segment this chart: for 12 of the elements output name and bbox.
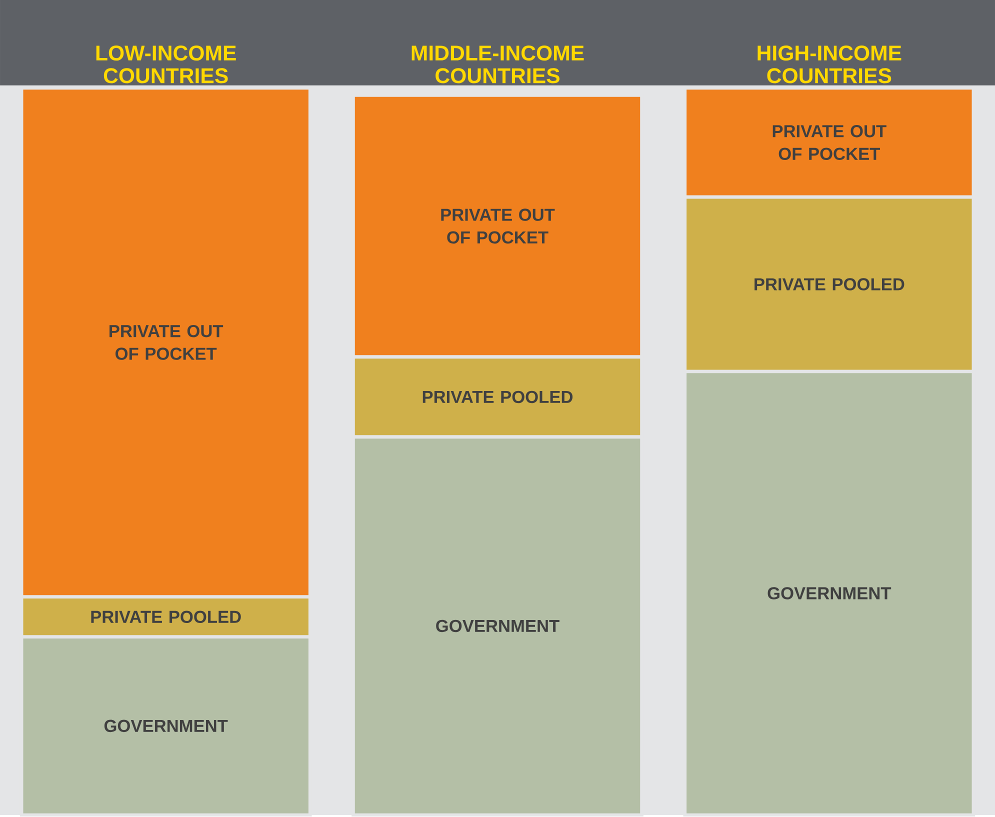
series-label: PRIVATE POOLED (91, 610, 241, 624)
series-label: GOVERNMENT (104, 720, 228, 732)
x-tick-label: MIDDLE-INCOME COUNTRIES (412, 46, 584, 84)
text: PRIVATE OUT OF POCKET (441, 208, 555, 244)
x-tick-label: LOW-INCOME COUNTRIES (96, 46, 236, 84)
series-label: PRIVATE OUT OF POCKET (772, 125, 886, 160)
x-tick-label: HIGH-INCOME COUNTRIES (758, 46, 902, 84)
text: PRIVATE OUT OF POCKET (110, 325, 224, 360)
text: GOVERNMENT (768, 587, 892, 600)
text: PRIVATE POOLED (422, 390, 573, 404)
text: PRIVATE POOLED (754, 278, 904, 291)
text: GOVERNMENT (436, 620, 560, 632)
